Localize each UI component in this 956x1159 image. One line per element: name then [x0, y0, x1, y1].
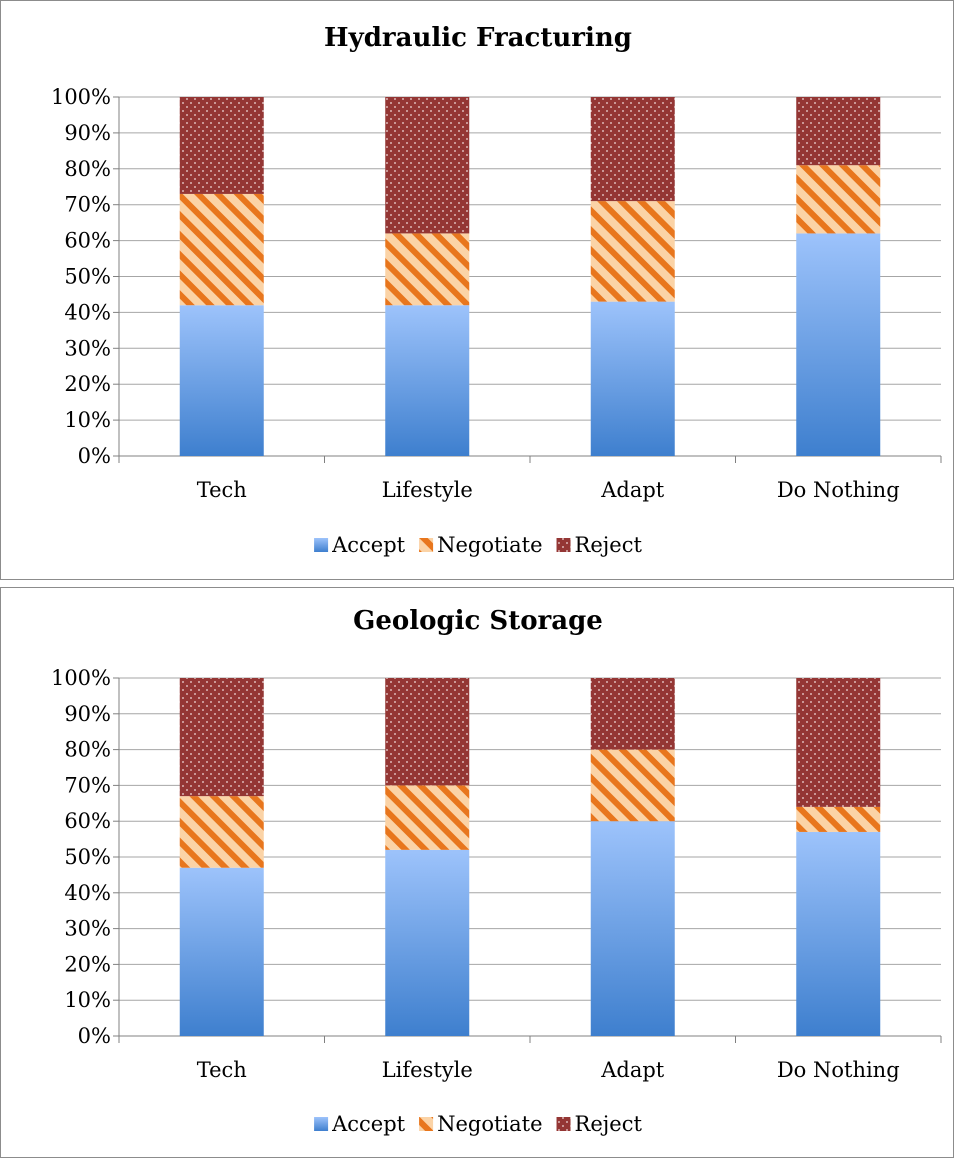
- x-tick-label-tech: Tech: [197, 1058, 247, 1082]
- chart-hydraulic-fracturing: Hydraulic Fracturing 0% 10% 20% 30% 40% 50% 60%…: [51, 23, 942, 557]
- legend-label-reject: Reject: [575, 533, 643, 557]
- bar-negotiate-do-nothing: [796, 165, 881, 234]
- bar-reject-adapt: [590, 678, 675, 750]
- legend: Accept Negotiate Reject: [314, 1112, 642, 1136]
- chart-panel-geologic-storage: Geologic Storage 0% 10% 20% 30% 40% 50% 60% 70% 8…: [0, 587, 954, 1158]
- y-tick-label: 0%: [78, 1024, 111, 1048]
- bar-negotiate-adapt: [590, 201, 675, 302]
- bar-accept-tech: [179, 867, 264, 1036]
- y-tick-label: 90%: [64, 702, 111, 726]
- y-tick-label: 60%: [64, 809, 111, 833]
- bar-accept-adapt: [590, 821, 675, 1036]
- y-tick-label: 20%: [64, 372, 111, 396]
- y-tick-label: 70%: [64, 773, 111, 797]
- bar-reject-do-nothing: [796, 97, 881, 166]
- bar-reject-do-nothing: [796, 678, 881, 807]
- legend-swatch-negotiate: [419, 538, 434, 552]
- y-tick-label: 30%: [64, 336, 111, 360]
- y-tick-label: 10%: [64, 408, 111, 432]
- chart-title: Geologic Storage: [353, 606, 603, 636]
- bar-accept-lifestyle: [385, 849, 470, 1036]
- y-tick-label: 80%: [64, 738, 111, 762]
- legend-label-accept: Accept: [331, 533, 406, 557]
- bar-reject-lifestyle: [385, 97, 470, 234]
- x-tick-label-do-nothing: Do Nothing: [777, 478, 900, 502]
- legend-label-negotiate: Negotiate: [437, 1112, 542, 1136]
- bar-accept-tech: [179, 305, 264, 456]
- x-tick-label-adapt: Adapt: [600, 478, 665, 502]
- y-tick-label: 40%: [64, 881, 111, 905]
- bar-negotiate-adapt: [590, 749, 675, 822]
- chart-title: Hydraulic Fracturing: [324, 23, 632, 53]
- bar-negotiate-lifestyle: [385, 233, 470, 306]
- y-tick-label: 10%: [64, 988, 111, 1012]
- bar-negotiate-tech: [179, 796, 264, 868]
- bar-accept-lifestyle: [385, 305, 470, 456]
- legend-swatch-reject: [556, 1117, 571, 1131]
- bar-reject-tech: [179, 97, 264, 194]
- y-tick-label: 40%: [64, 300, 111, 324]
- bar-accept-do-nothing: [796, 831, 881, 1036]
- bar-accept-do-nothing: [796, 233, 881, 456]
- y-tick-label: 100%: [51, 85, 111, 109]
- legend-label-reject: Reject: [575, 1112, 643, 1136]
- legend-swatch-negotiate: [419, 1117, 434, 1131]
- y-tick-label: 80%: [64, 157, 111, 181]
- chart-panel-hydraulic-fracturing: Hydraulic Fracturing 0% 10% 20% 30% 40% 50% 60%…: [0, 0, 954, 580]
- y-tick-label: 30%: [64, 917, 111, 941]
- legend-swatch-accept: [314, 1117, 329, 1131]
- legend-label-negotiate: Negotiate: [437, 533, 542, 557]
- y-tick-label: 20%: [64, 952, 111, 976]
- y-tick-label: 50%: [64, 265, 111, 289]
- x-tick-label-adapt: Adapt: [600, 1058, 665, 1082]
- y-tick-label: 70%: [64, 193, 111, 217]
- y-tick-label: 100%: [51, 666, 111, 690]
- x-tick-label-do-nothing: Do Nothing: [777, 1058, 900, 1082]
- legend: Accept Negotiate Reject: [314, 533, 642, 557]
- bar-reject-lifestyle: [385, 678, 470, 786]
- y-tick-label: 90%: [64, 121, 111, 145]
- y-tick-label: 50%: [64, 845, 111, 869]
- legend-swatch-reject: [556, 538, 571, 552]
- x-tick-label-lifestyle: Lifestyle: [382, 478, 473, 502]
- legend-swatch-accept: [314, 538, 329, 552]
- bar-reject-adapt: [590, 97, 675, 202]
- bar-negotiate-tech: [179, 193, 264, 306]
- chart-geologic-storage: Geologic Storage 0% 10% 20% 30% 40% 50% 60% 70% 8…: [51, 606, 942, 1136]
- bar-negotiate-lifestyle: [385, 785, 470, 850]
- bar-reject-tech: [179, 678, 264, 797]
- bar-negotiate-do-nothing: [796, 806, 881, 832]
- bar-accept-adapt: [590, 301, 675, 456]
- x-tick-label-lifestyle: Lifestyle: [382, 1058, 473, 1082]
- x-tick-label-tech: Tech: [197, 478, 247, 502]
- y-tick-label: 60%: [64, 229, 111, 253]
- legend-label-accept: Accept: [331, 1112, 406, 1136]
- y-tick-label: 0%: [78, 444, 111, 468]
